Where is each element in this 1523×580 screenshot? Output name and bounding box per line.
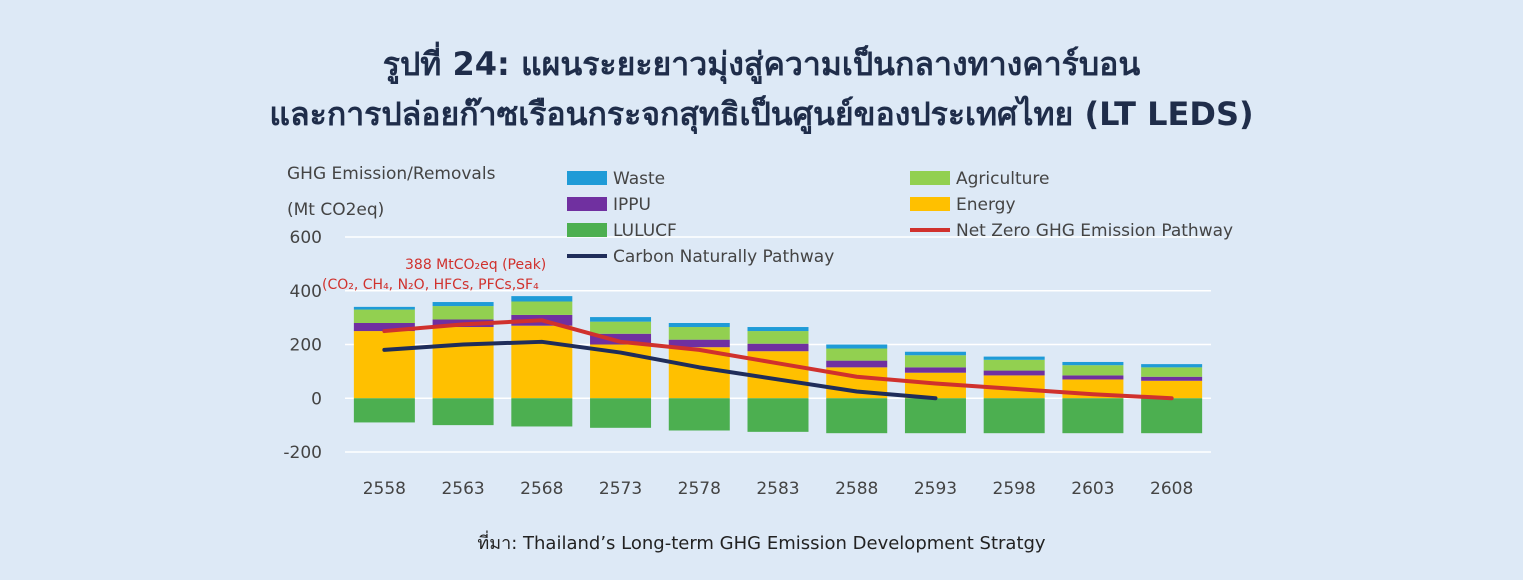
x-tick-label: 2598 [993,479,1036,499]
bar-agriculture [353,309,415,323]
y-tick-label: 600 [290,228,322,248]
x-tick-label: 2593 [914,479,957,499]
x-tick-label: 2568 [520,479,563,499]
bar-agriculture [983,359,1045,371]
bar-waste [826,344,888,349]
y-axis-label-line-1: GHG Emission/Removals [287,164,496,184]
legend-label-net-zero-ghg-emission-pathway: Net Zero GHG Emission Pathway [956,221,1233,241]
legend-label-carbon-naturally-pathway: Carbon Naturally Pathway [613,247,834,267]
bar-lulucf [1141,398,1203,434]
bar-lulucf [904,398,966,434]
legend-swatch-energy [910,197,950,211]
x-tick-label: 2573 [599,479,642,499]
bar-lulucf [432,398,494,426]
bar-energy [353,331,415,399]
bar-agriculture [432,306,494,320]
legend-swatch-lulucf [567,223,607,237]
y-tick-label: -200 [283,443,322,463]
bar-waste [1062,361,1124,366]
y-tick-label: 400 [290,282,322,302]
y-tick-label: 0 [311,389,322,409]
bar-agriculture [590,321,652,334]
y-axis-label-line-2: (Mt CO2eq) [287,200,385,220]
bar-agriculture [904,355,966,368]
bar-ippu [983,370,1045,376]
x-tick-label: 2588 [835,479,878,499]
x-tick-label: 2583 [756,479,799,499]
bar-ippu [1141,376,1203,381]
legend-swatch-waste [567,171,607,185]
title-line-1: รูปที่ 24: แผนระยะยาวมุ่งสู่ความเป็นกลาง… [382,45,1141,83]
bar-waste [747,327,809,332]
legend-label-energy: Energy [956,195,1016,215]
bar-energy [432,327,494,399]
bar-waste [668,323,730,328]
bar-agriculture [747,331,809,344]
bar-energy [668,347,730,399]
bar-agriculture [826,348,888,361]
bar-lulucf [590,398,652,428]
peak-annotation-line-1: 388 MtCO₂eq (Peak) [405,257,546,273]
bar-energy [511,325,573,399]
y-tick-label: 200 [290,336,322,356]
bar-ippu [826,360,888,368]
bar-lulucf [353,398,415,423]
bar-lulucf [1062,398,1124,434]
legend-label-lulucf: LULUCF [613,221,677,241]
bar-ippu [353,323,415,332]
bar-agriculture [668,327,730,340]
bar-ippu [747,343,809,352]
bar-lulucf [983,398,1045,434]
legend-label-ippu: IPPU [613,195,651,215]
bar-agriculture [511,301,573,315]
bar-lulucf [826,398,888,434]
peak-annotation-line-2: (CO₂, CH₄, N₂O, HFCs, PFCs,SF₄ [322,277,539,293]
bar-ippu [668,339,730,348]
x-tick-label: 2578 [678,479,721,499]
bar-waste [1141,364,1203,368]
bar-waste [590,317,652,322]
bar-lulucf [747,398,809,432]
legend-label-waste: Waste [613,169,665,189]
legend-label-agriculture: Agriculture [956,169,1050,189]
bar-ippu [904,367,966,373]
x-tick-label: 2603 [1071,479,1114,499]
bar-waste [353,306,415,310]
bar-lulucf [511,398,573,427]
x-tick-label: 2608 [1150,479,1193,499]
legend-swatch-ippu [567,197,607,211]
source-note: ที่มา: Thailand’s Long-term GHG Emission… [477,533,1046,554]
title-line-2: และการปล่อยก๊าซเรือนกระจกสุทธิเป็นศูนย์ข… [269,95,1254,133]
bar-agriculture [1141,367,1203,377]
x-tick-label: 2558 [363,479,406,499]
bar-lulucf [668,398,730,431]
bar-ippu [590,333,652,345]
x-tick-label: 2563 [441,479,484,499]
bar-energy [1141,380,1203,399]
bar-agriculture [1062,365,1124,376]
line-net-zero-ghg-emission-pathway [382,318,1174,401]
bar-energy [983,375,1045,399]
legend-swatch-agriculture [910,171,950,185]
bar-waste [983,356,1045,360]
line-carbon-naturally-pathway [382,339,938,401]
bar-waste [432,302,494,307]
bar-ippu [1062,375,1124,380]
bar-waste [904,351,966,356]
bar-waste [511,296,573,302]
